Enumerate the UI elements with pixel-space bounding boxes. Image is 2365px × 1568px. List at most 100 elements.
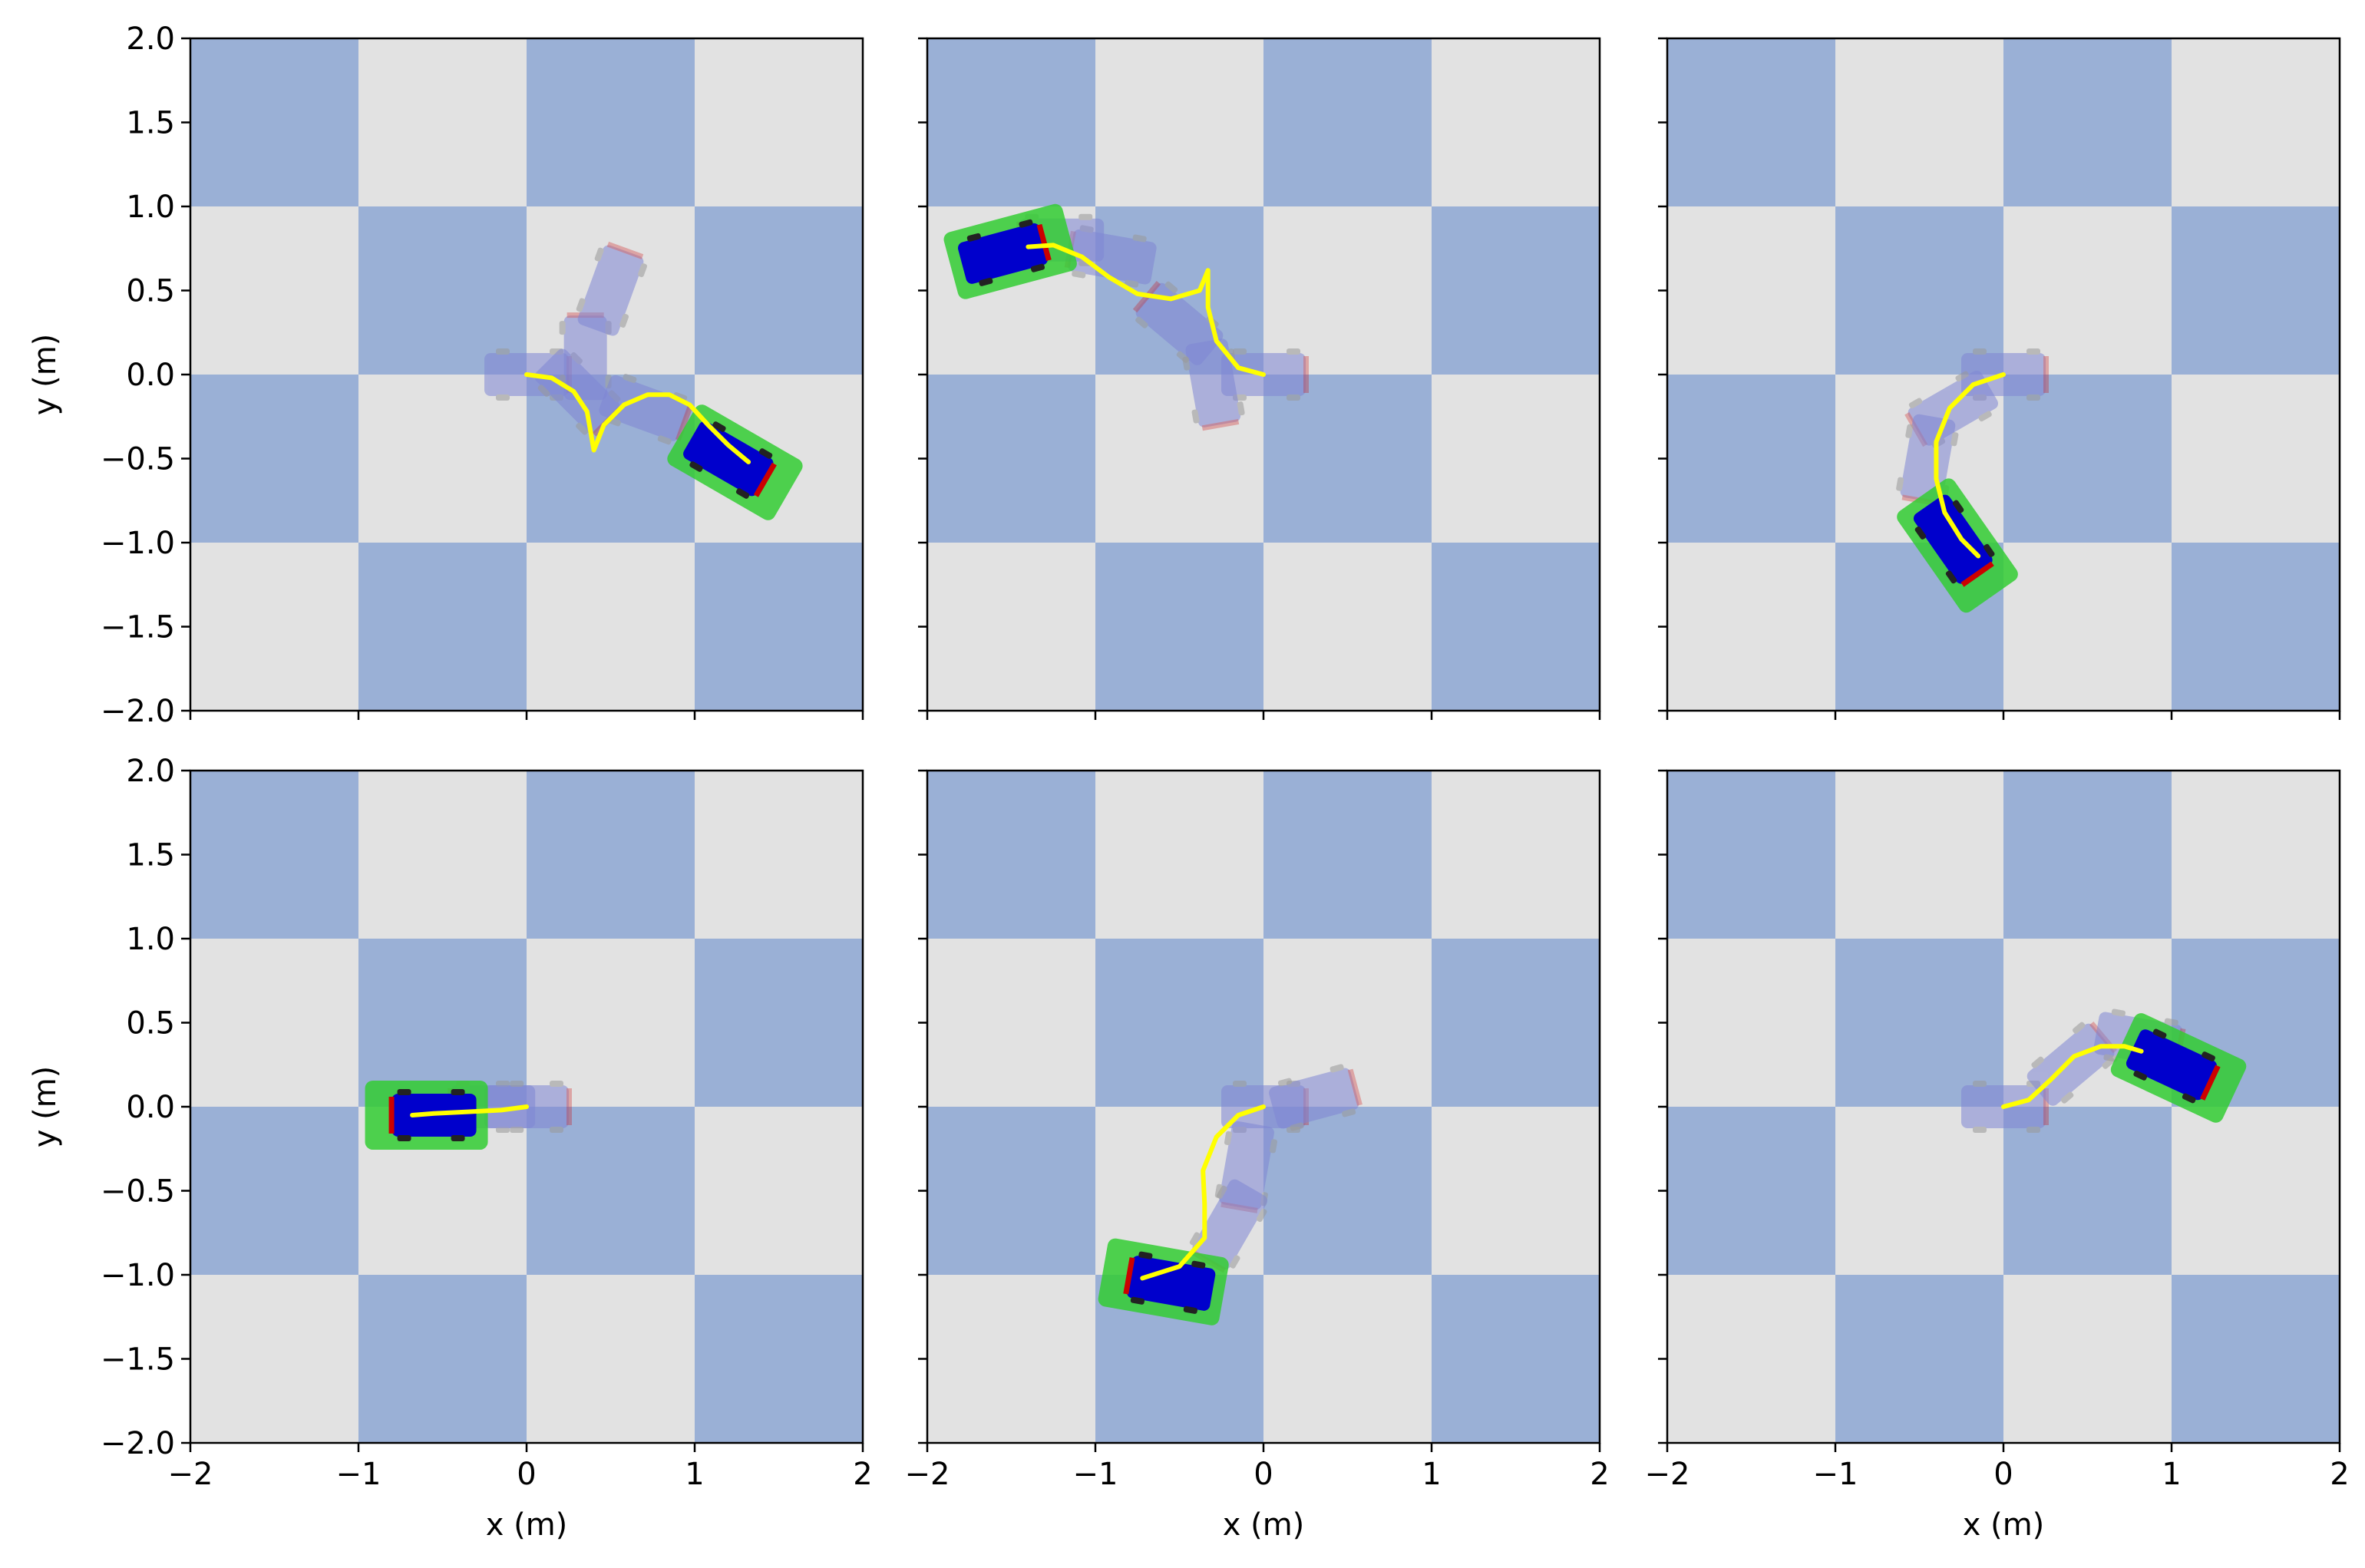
checker-cell (1667, 1275, 1836, 1444)
checker-cell (2003, 771, 2172, 939)
car-wheel (496, 394, 510, 401)
car-body (599, 375, 690, 441)
x-tick-label: −1 (336, 1457, 382, 1492)
checker-cell (2003, 206, 2172, 375)
checker-cell (1095, 543, 1264, 711)
trajectory-line (524, 372, 751, 464)
car-wheel (550, 1081, 563, 1087)
car-wheel (1945, 570, 1957, 584)
checkerboard (927, 38, 1600, 711)
checker-cell (190, 939, 359, 1108)
x-tick-label: −2 (1645, 1457, 1690, 1492)
x-tick-label: 0 (1254, 1457, 1273, 1492)
car-wheel (1908, 398, 1923, 409)
y-tick-label: −0.5 (101, 1174, 175, 1210)
y-tick-label: −2.0 (101, 1426, 175, 1461)
checker-cell (1667, 771, 1836, 939)
checker-cell (358, 1275, 527, 1444)
car-wheel (623, 374, 637, 383)
car-wheel (1950, 432, 1959, 447)
checker-cell (1835, 1107, 2004, 1276)
car-wheel (1164, 281, 1178, 293)
y-tick-label: 2.0 (126, 754, 175, 789)
car-wheel (451, 1134, 465, 1141)
car-bumper (1303, 356, 1309, 393)
x-tick-label: 0 (1993, 1457, 2013, 1492)
checker-cell (695, 1107, 864, 1276)
car-wheel (397, 1134, 411, 1141)
checker-cell (2172, 543, 2340, 711)
car-wheel (1277, 1078, 1293, 1087)
car-body (577, 245, 644, 336)
y-tick-label: 1.5 (126, 106, 175, 141)
car-wheel (619, 313, 629, 328)
checker-cell (1667, 38, 1836, 207)
car-wheel (657, 435, 672, 445)
car-wheel (1191, 1260, 1206, 1269)
checker-cell (2003, 543, 2172, 711)
checker-cell (358, 375, 527, 543)
car-wheel (397, 1088, 411, 1095)
car-wheel (1237, 401, 1245, 416)
checker-cell (927, 375, 1096, 543)
checker-cell (527, 1275, 695, 1444)
x-tick-label: 1 (2162, 1457, 2181, 1492)
checker-cell (1667, 939, 1836, 1108)
car-wheel (1287, 394, 1300, 401)
y-tick-label: −1.0 (101, 526, 175, 561)
car-wheel (2152, 1028, 2167, 1039)
car-bumper (566, 1088, 572, 1125)
checker-cell (1263, 38, 1432, 207)
x-tick-label: −1 (1813, 1457, 1858, 1492)
car-body (1126, 1256, 1216, 1311)
checker-cell (1835, 939, 2004, 1108)
checker-cell (1263, 375, 1432, 543)
car-wheel (966, 233, 981, 242)
car-wheel (1329, 1064, 1344, 1073)
car-body (1913, 494, 1993, 584)
car-body (1135, 282, 1224, 365)
y-axis-label: y (m) (28, 1066, 63, 1148)
plot-area (1896, 348, 2049, 613)
checker-cell (927, 939, 1096, 1108)
x-tick-label: 0 (517, 1457, 536, 1492)
checker-cell (1095, 38, 1264, 207)
checker-cell (2172, 771, 2340, 939)
car-icon (943, 203, 1077, 299)
car-wheel (2103, 1054, 2118, 1062)
car-wheel (2164, 1018, 2178, 1026)
car-wheel (1233, 1081, 1247, 1087)
car-wheel (1914, 526, 1927, 540)
y-tick-label: 0.5 (126, 1006, 175, 1041)
checker-cell (1095, 771, 1264, 939)
car-wheel (2060, 1091, 2074, 1104)
checker-cell (190, 38, 359, 207)
checker-cell (927, 543, 1096, 711)
y-tick-label: −2.0 (101, 694, 175, 729)
checker-cell (1667, 206, 1836, 375)
checkerboard (190, 771, 864, 1444)
car-wheel (1896, 477, 1904, 491)
y-tick-label: −1.5 (101, 1342, 175, 1378)
car-wheel (1905, 424, 1914, 438)
checker-cell (190, 771, 359, 939)
car-bumper (2199, 1065, 2221, 1101)
x-tick-label: 1 (685, 1457, 704, 1492)
car-wheel (1019, 219, 1033, 228)
checker-cell (1432, 771, 1600, 939)
y-axis-label: y (m) (28, 334, 63, 416)
checker-cell (695, 206, 864, 375)
checker-cell (1667, 543, 1836, 711)
car-wheel (712, 421, 726, 432)
car-wheel (2133, 1070, 2148, 1081)
checker-cell (927, 38, 1096, 207)
car-wheel (1287, 348, 1300, 355)
checker-cell (695, 1275, 864, 1444)
checker-cell (1432, 206, 1600, 375)
car-wheel (1290, 1122, 1304, 1131)
checker-cell (1432, 375, 1600, 543)
plot-area (1961, 1008, 2247, 1133)
y-tick-label: −0.5 (101, 442, 175, 477)
subplot-1: 2.0 1.5 1.0 0.5 0.0 −0.5 −1.0 −1.5 −2.0 y (m) (28, 21, 864, 729)
car-wheel (1191, 409, 1200, 424)
